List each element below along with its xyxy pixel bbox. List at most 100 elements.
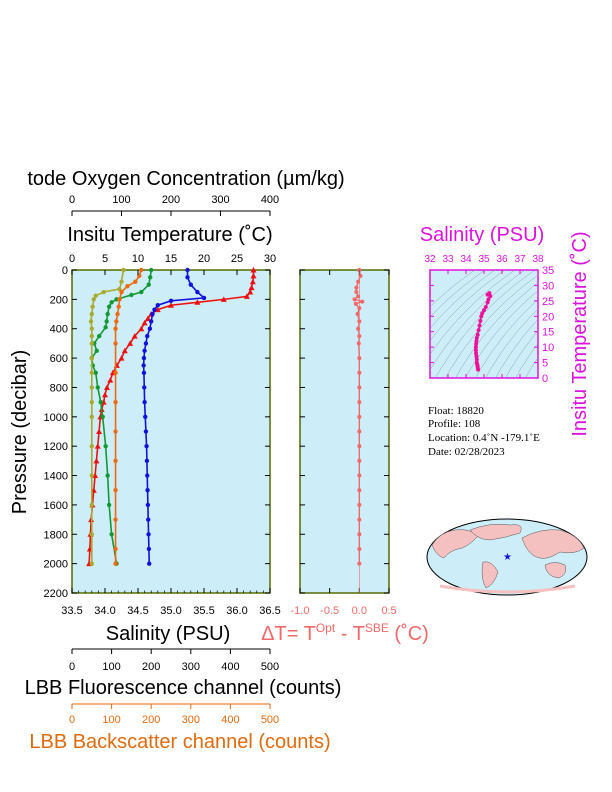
pressure-tick-label: 400	[50, 324, 68, 336]
main-series-group	[86, 267, 257, 567]
temperature-tick-label: 20	[198, 253, 210, 265]
main-plot-area	[71, 269, 271, 594]
delta-temperature-panel: -1.0 -0.5 0.0 0.5 ΔT= TOpt - TSBE (˚C)	[261, 268, 429, 645]
salinity-point	[146, 532, 151, 537]
salinity-point	[185, 275, 190, 280]
salinity-point	[149, 319, 154, 324]
temperature-point	[107, 377, 114, 383]
fluorescence-point	[89, 532, 95, 537]
float-location-star: ★	[503, 552, 512, 563]
backscatter-point	[113, 488, 118, 493]
backscatter-point	[119, 289, 124, 295]
ts-x-tick-label: 34	[460, 254, 472, 265]
oxygen-point	[103, 443, 108, 449]
fluorescence-axis-label: LBB Fluorescence channel (counts)	[25, 677, 342, 699]
temperature-point	[243, 293, 250, 299]
ts-plot-area	[429, 269, 539, 379]
fluorescence-tick-label: 300	[182, 661, 200, 673]
salinity-point	[142, 399, 147, 405]
ts-point	[474, 351, 479, 356]
density-contour	[475, 298, 538, 378]
ts-point	[474, 354, 479, 359]
backscatter-point	[115, 311, 120, 317]
temperature-axis-label: Insitu Temperature (˚C)	[67, 224, 272, 246]
delta-point	[352, 297, 357, 302]
fluorescence-tick-label: 0	[69, 661, 75, 673]
density-contour	[430, 270, 526, 371]
salinity-point	[141, 355, 147, 361]
ts-point	[479, 314, 484, 319]
salinity-tick-label: 35.0	[160, 605, 181, 617]
temperature-axis: 0 5 10 15 20 25 30	[69, 253, 276, 275]
ts-x-tick-label: 38	[532, 254, 544, 265]
delta-point	[360, 299, 365, 304]
ts-point	[473, 345, 478, 350]
oxygen-point	[148, 275, 153, 280]
salinity-tick-label: 34.0	[94, 605, 115, 617]
backscatter-point	[125, 283, 130, 289]
salinity-point	[145, 473, 150, 478]
ts-y-tick-label: 35	[542, 265, 554, 277]
pressure-tick-label: 600	[50, 353, 68, 365]
ts-point	[477, 323, 482, 328]
temperature-point	[250, 267, 257, 273]
oxygen-point	[93, 370, 98, 375]
salinity-point	[146, 546, 152, 552]
salinity-point	[195, 289, 200, 295]
ts-point	[486, 297, 491, 302]
oxygen-tick-label: 100	[112, 194, 130, 206]
backscatter-point	[113, 517, 118, 522]
pressure-tick-label: 1600	[44, 500, 68, 512]
date: Date: 02/28/2023	[428, 446, 505, 458]
oxygen-point	[95, 385, 100, 390]
temperature-tick-label: 30	[264, 253, 276, 265]
ts-x-tick-label: 37	[514, 254, 526, 265]
density-contour	[430, 270, 486, 318]
temperature-point	[247, 289, 254, 295]
fluorescence-point	[89, 326, 95, 331]
salinity-tick-label: 35.5	[193, 605, 214, 617]
temperature-tick-label: 15	[165, 253, 177, 265]
backscatter-axis-label: LBB Backscatter channel (counts)	[29, 731, 330, 753]
delta-axis: -1.0 -0.5 0.0 0.5	[291, 269, 397, 617]
backscatter-tick-label: 500	[261, 714, 279, 726]
density-contour	[430, 270, 476, 308]
backscatter-tick-label: 0	[69, 714, 75, 726]
ts-point	[480, 311, 485, 316]
fluorescence-point	[91, 297, 96, 302]
oxygen-point	[146, 282, 151, 287]
delta-tick-label: 0.0	[352, 605, 367, 617]
temperature-point	[127, 340, 134, 346]
backscatter-point	[117, 297, 122, 302]
delta-point	[356, 341, 361, 346]
salinity-point	[142, 348, 147, 353]
ts-point	[476, 367, 481, 372]
oxygen-point	[94, 348, 99, 353]
temperature-point	[138, 325, 145, 332]
salinity-axis-label: Salinity (PSU)	[106, 623, 230, 645]
salinity-point	[143, 429, 149, 434]
temperature-point	[93, 457, 100, 464]
fluorescence-point	[89, 355, 95, 361]
pressure-tick-label: 2200	[44, 588, 68, 600]
temperature-point	[103, 384, 110, 390]
density-contour	[505, 330, 538, 378]
ts-point	[483, 305, 488, 310]
temperature-tick-label: 0	[69, 253, 75, 265]
delta-point	[354, 290, 359, 295]
pressure-tick-label: 200	[50, 294, 68, 306]
salinity-point	[145, 333, 150, 339]
fluorescence-tick-label: 500	[261, 661, 279, 673]
oxygen-point	[106, 502, 112, 508]
pressure-tick-label: 2000	[44, 559, 68, 571]
oxygen-point	[98, 399, 103, 405]
pressure-tick-label: 1000	[44, 412, 68, 424]
ts-title: Salinity (PSU)	[420, 224, 544, 246]
oxygen-point	[129, 292, 134, 298]
oxygen-point	[106, 304, 112, 309]
backscatter-point	[113, 429, 118, 434]
fluorescence-axis: 0 100 200 300 400 500	[69, 648, 279, 673]
oxygen-point	[103, 325, 108, 330]
temperature-point	[144, 315, 151, 321]
oxygen-point	[149, 267, 154, 273]
